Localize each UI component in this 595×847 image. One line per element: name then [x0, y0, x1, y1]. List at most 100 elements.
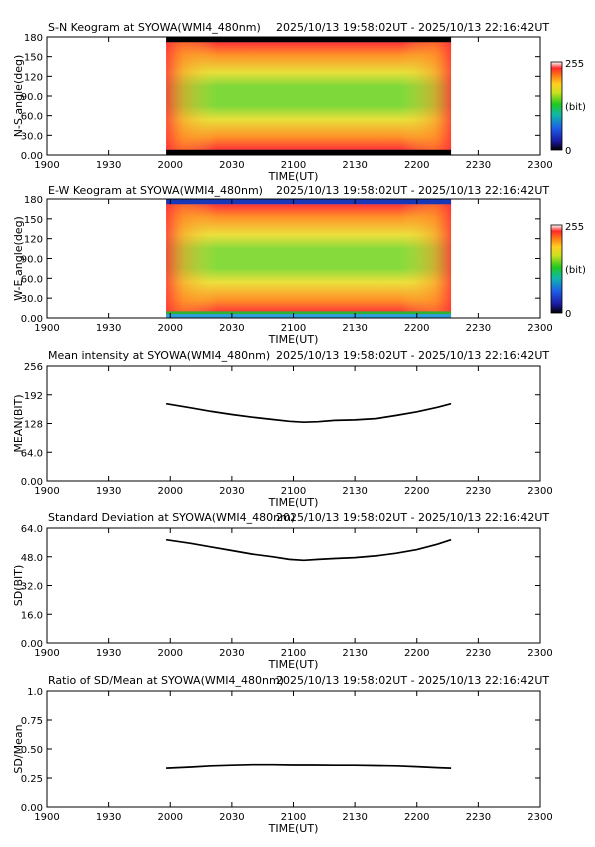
x-tick-label: 2300 — [527, 323, 552, 334]
plot-frame — [46, 365, 541, 482]
x-tick-label: 2100 — [281, 648, 306, 659]
y-axis-label: SD/Mean — [12, 724, 25, 773]
x-tick-label: 1900 — [34, 648, 59, 659]
panel-4: Standard Deviation at SYOWA(WMI4_480nm)2… — [12, 511, 553, 671]
keogram-band — [166, 37, 452, 43]
x-tick-label: 2000 — [158, 648, 183, 659]
x-tick-label: 2230 — [466, 648, 491, 659]
x-axis-label: TIME(UT) — [268, 822, 319, 835]
x-tick-label: 2000 — [158, 486, 183, 497]
x-tick-label: 2100 — [281, 486, 306, 497]
y-tick-label: 128 — [24, 420, 43, 431]
panel-time-range: 2025/10/13 19:58:02UT - 2025/10/13 22:16… — [276, 349, 549, 362]
keogram-edge-shading — [166, 199, 452, 318]
colorbar-max-label: 255 — [565, 59, 584, 70]
keogram-edge-shading — [166, 37, 452, 155]
x-tick-label: 2030 — [219, 648, 244, 659]
x-tick-label: 2130 — [342, 486, 367, 497]
x-tick-label: 2230 — [466, 160, 491, 171]
x-tick-label: 1930 — [96, 486, 121, 497]
y-tick-label: 0.00 — [21, 803, 43, 814]
x-tick-label: 2200 — [404, 812, 429, 823]
x-tick-label: 2130 — [342, 648, 367, 659]
x-tick-label: 2200 — [404, 160, 429, 171]
y-tick-label: 30.0 — [21, 294, 43, 305]
x-tick-label: 1900 — [34, 323, 59, 334]
keogram-band — [166, 199, 452, 205]
y-tick-label: 0.50 — [21, 745, 43, 756]
colorbar-min-label: 0 — [565, 146, 571, 157]
x-tick-label: 2230 — [466, 486, 491, 497]
x-tick-label: 2000 — [158, 323, 183, 334]
panel-title: S-N Keogram at SYOWA(WMI4_480nm) — [48, 21, 261, 34]
panel-time-range: 2025/10/13 19:58:02UT - 2025/10/13 22:16… — [276, 511, 549, 524]
x-tick-label: 1900 — [34, 486, 59, 497]
x-tick-label: 2130 — [342, 160, 367, 171]
x-tick-label: 1930 — [96, 323, 121, 334]
panel-title: E-W Keogram at SYOWA(WMI4_480nm) — [48, 184, 263, 197]
panel-time-range: 2025/10/13 19:58:02UT - 2025/10/13 22:16… — [276, 674, 549, 687]
x-axis-label: TIME(UT) — [268, 496, 319, 509]
y-tick-label: 1.0 — [27, 687, 43, 698]
panel-time-range: 2025/10/13 19:58:02UT - 2025/10/13 22:16… — [276, 184, 549, 197]
colorbar — [550, 224, 563, 314]
panel-5: Ratio of SD/Mean at SYOWA(WMI4_480nm)202… — [12, 674, 553, 835]
colorbar-max-label: 255 — [565, 222, 584, 233]
y-tick-label: 16.0 — [21, 610, 43, 621]
x-tick-label: 2030 — [219, 812, 244, 823]
x-tick-label: 2000 — [158, 812, 183, 823]
plot-frame — [46, 527, 541, 644]
y-tick-label: 180 — [24, 195, 43, 206]
x-tick-label: 2300 — [527, 160, 552, 171]
x-tick-label: 2230 — [466, 323, 491, 334]
x-tick-label: 2200 — [404, 648, 429, 659]
x-tick-label: 2200 — [404, 486, 429, 497]
panel-3: Mean intensity at SYOWA(WMI4_480nm) 2025/… — [12, 349, 553, 509]
y-tick-label: 256 — [24, 362, 43, 373]
keogram-band — [166, 149, 452, 155]
series-line — [165, 538, 452, 562]
x-tick-label: 1900 — [34, 812, 59, 823]
colorbar-min-label: 0 — [565, 309, 571, 320]
x-tick-label: 2100 — [281, 323, 306, 334]
series-line — [165, 402, 452, 424]
panel-1: S-N Keogram at SYOWA(WMI4_480nm) 2025/10/… — [12, 21, 586, 183]
y-tick-label: 150 — [24, 53, 43, 64]
panel-time-range: 2025/10/13 19:58:02UT - 2025/10/13 22:16… — [276, 21, 549, 34]
y-tick-label: 0.25 — [21, 774, 43, 785]
y-tick-label: 0.00 — [21, 151, 43, 162]
x-tick-label: 2130 — [342, 323, 367, 334]
x-axis-label: TIME(UT) — [268, 658, 319, 671]
keogram-band — [166, 311, 452, 315]
x-tick-label: 1930 — [96, 812, 121, 823]
y-tick-label: 32.0 — [21, 582, 43, 593]
panel-2: E-W Keogram at SYOWA(WMI4_480nm) 2025/10/… — [12, 184, 586, 346]
panel-title: Ratio of SD/Mean at SYOWA(WMI4_480nm) — [48, 674, 284, 687]
colorbar-unit-label: (bit) — [565, 102, 586, 113]
y-tick-label: 90.0 — [21, 255, 43, 266]
x-axis-label: TIME(UT) — [268, 170, 319, 183]
x-tick-label: 2000 — [158, 160, 183, 171]
x-tick-label: 2100 — [281, 812, 306, 823]
y-tick-label: 48.0 — [21, 553, 43, 564]
x-tick-label: 1900 — [34, 160, 59, 171]
x-tick-label: 2100 — [281, 160, 306, 171]
x-tick-label: 2230 — [466, 812, 491, 823]
y-tick-label: 90.0 — [21, 92, 43, 103]
x-tick-label: 2030 — [219, 323, 244, 334]
y-axis-label: W-E angle(deg) — [12, 216, 25, 301]
y-tick-label: 0.00 — [21, 477, 43, 488]
y-axis-label: MEAN(BIT) — [12, 394, 25, 452]
y-tick-label: 120 — [24, 235, 43, 246]
plot-frame — [46, 690, 541, 808]
x-tick-label: 2130 — [342, 812, 367, 823]
y-tick-label: 60.0 — [21, 112, 43, 123]
x-tick-label: 2300 — [527, 648, 552, 659]
panel-title: Standard Deviation at SYOWA(WMI4_480nm) — [48, 511, 295, 524]
x-tick-label: 1930 — [96, 160, 121, 171]
x-tick-label: 2300 — [527, 486, 552, 497]
panel-title: Mean intensity at SYOWA(WMI4_480nm) — [48, 349, 270, 362]
x-tick-label: 2300 — [527, 812, 552, 823]
